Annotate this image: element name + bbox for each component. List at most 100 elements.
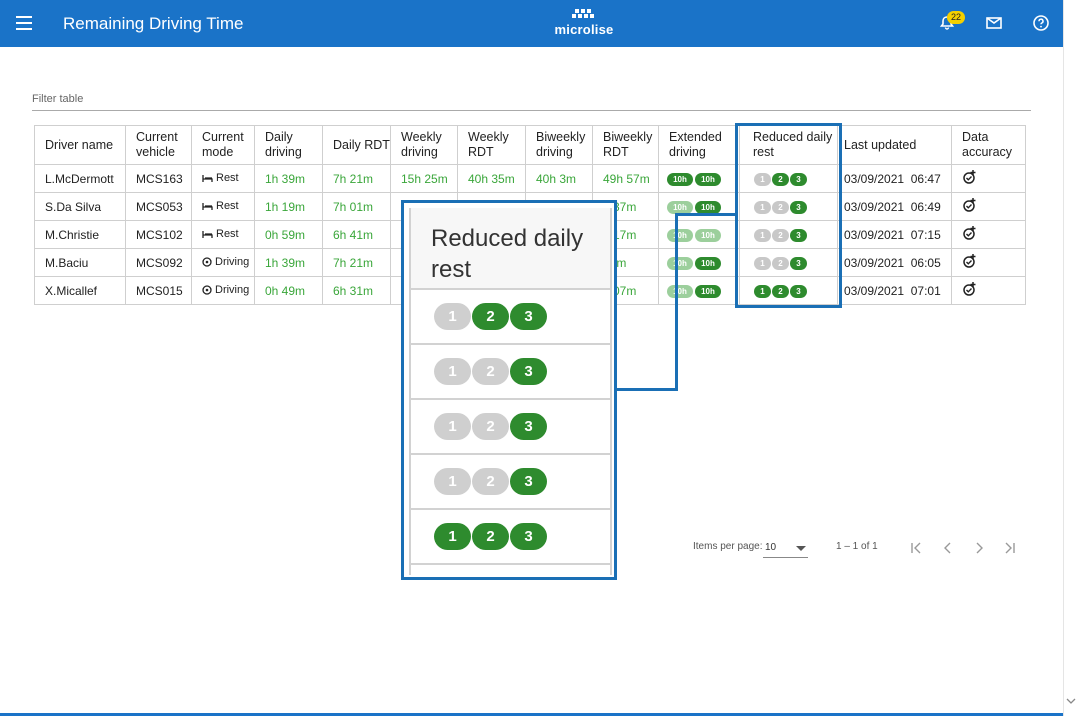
zoom-rest-counter-2: 2 — [472, 523, 509, 550]
mode-label: Rest — [216, 228, 239, 240]
extended-driving-pill: 10h — [695, 257, 721, 270]
extended-driving-pill: 10h — [695, 229, 721, 242]
driver-name-cell: M.Baciu — [34, 248, 126, 277]
data-accuracy-cell — [951, 220, 1026, 249]
extended-driving-pill: 10h — [667, 285, 693, 298]
extended-driving-pill: 10h — [667, 173, 693, 186]
data-accuracy-icon[interactable] — [962, 254, 978, 272]
daily-rdt-cell: 7h 21m — [322, 248, 391, 277]
mode-cell: Rest — [191, 192, 255, 221]
mode-cell: Driving — [191, 276, 255, 305]
app-bar: Remaining Driving Time microlise 22 — [0, 0, 1063, 47]
daily-rdt-cell: 7h 01m — [322, 192, 391, 221]
reduced-rest-counter-3: 3 — [790, 173, 807, 186]
col-header-weekly-driving[interactable]: Weekly driving — [390, 125, 458, 165]
col-header-biweekly-rdt[interactable]: Biweekly RDT — [592, 125, 659, 165]
extended-driving-pill: 10h — [695, 285, 721, 298]
data-accuracy-cell — [951, 164, 1026, 193]
data-accuracy-icon[interactable] — [962, 198, 978, 216]
daily-driving-cell: 0h 49m — [254, 276, 323, 305]
vehicle-cell: MCS102 — [125, 220, 192, 249]
mode-indicator: Driving — [202, 284, 249, 296]
zoom-rest-counter-3: 3 — [510, 523, 547, 550]
last-updated-cell: 03/09/2021 06:47 — [837, 164, 952, 193]
col-header-daily-driving[interactable]: Daily driving — [254, 125, 323, 165]
last-updated-cell: 03/09/2021 06:05 — [837, 248, 952, 277]
col-header-current-vehicle[interactable]: Current vehicle — [125, 125, 192, 165]
table-row[interactable]: L.McDermott MCS163 Rest 1h 39m 7h 21m 15h 25m… — [34, 164, 1026, 193]
logo-text: microlise — [554, 22, 614, 37]
previous-page-icon[interactable] — [941, 541, 955, 555]
mail-icon[interactable] — [984, 13, 1004, 33]
connector-line-vertical — [675, 213, 678, 391]
mode-cell: Rest — [191, 164, 255, 193]
mode-indicator: Rest — [202, 172, 239, 184]
col-header-driver-name[interactable]: Driver name — [34, 125, 126, 165]
data-accuracy-icon[interactable] — [962, 226, 978, 244]
filter-table-input[interactable]: Filter table — [32, 93, 84, 105]
microlise-logo: microlise — [553, 9, 615, 39]
col-header-daily-rdt[interactable]: Daily RDT — [322, 125, 391, 165]
extended-driving-cell: 10h 10h — [658, 248, 740, 277]
last-page-icon[interactable] — [1003, 541, 1017, 555]
reduced-rest-counter-1: 1 — [754, 285, 771, 298]
driver-name-cell: L.McDermott — [34, 164, 126, 193]
biweekly-driving-cell: 40h 3m — [525, 164, 593, 193]
items-per-page-label: Items per page: — [693, 541, 763, 552]
col-header-reduced-daily-rest[interactable]: Reduced daily rest — [739, 125, 838, 165]
logo-mark-icon — [553, 9, 615, 21]
extended-driving-pill: 10h — [695, 173, 721, 186]
col-header-last-updated[interactable]: Last updated — [837, 125, 952, 165]
weekly-rdt-cell: 40h 35m — [457, 164, 526, 193]
extended-driving-pill: 10h — [667, 257, 693, 270]
data-accuracy-icon[interactable] — [962, 170, 978, 188]
zoom-rest-counter-2: 2 — [472, 468, 509, 495]
weekly-driving-cell: 15h 25m — [390, 164, 458, 193]
vehicle-cell: MCS163 — [125, 164, 192, 193]
biweekly-rdt-cell: 49h 57m — [592, 164, 659, 193]
daily-rdt-cell: 7h 21m — [322, 164, 391, 193]
vehicle-cell: MCS053 — [125, 192, 192, 221]
page-range-label: 1 – 1 of 1 — [836, 541, 878, 552]
table-row[interactable]: S.Da Silva MCS053 Rest 1h 19m 7h 01m h 37m 10h… — [34, 192, 1026, 221]
zoom-rest-counter-2: 2 — [472, 413, 509, 440]
col-header-extended-driving[interactable]: Extended driving — [658, 125, 740, 165]
extended-driving-pill: 10h — [695, 201, 721, 214]
vertical-scrollbar[interactable] — [1063, 0, 1078, 716]
reduced-rest-counter-1: 1 — [754, 257, 771, 270]
mode-indicator: Rest — [202, 200, 239, 212]
scroll-down-chevron-icon[interactable] — [1066, 693, 1076, 704]
extended-driving-cell: 10h 10h — [658, 276, 740, 305]
steering-wheel-icon — [202, 284, 212, 295]
zoom-rest-counter-1: 1 — [434, 523, 471, 550]
reduced-rest-counter-3: 3 — [790, 257, 807, 270]
filter-underline — [32, 110, 1031, 111]
daily-rdt-cell: 6h 31m — [322, 276, 391, 305]
page-size-select[interactable]: 10 — [763, 540, 808, 558]
col-header-current-mode[interactable]: Current mode — [191, 125, 255, 165]
last-updated-cell: 03/09/2021 06:49 — [837, 192, 952, 221]
mode-indicator: Rest — [202, 228, 239, 240]
driver-name-cell: M.Christie — [34, 220, 126, 249]
col-header-weekly-rdt[interactable]: Weekly RDT — [457, 125, 526, 165]
col-header-data-accuracy[interactable]: Data accuracy — [951, 125, 1026, 165]
menu-icon[interactable] — [16, 16, 32, 30]
first-page-icon[interactable] — [909, 541, 923, 555]
reduced-rest-counter-3: 3 — [790, 201, 807, 214]
help-icon[interactable] — [1031, 13, 1051, 33]
col-header-biweekly-driving[interactable]: Biweekly driving — [525, 125, 593, 165]
extended-driving-cell: 10h 10h — [658, 164, 740, 193]
daily-driving-cell: 1h 39m — [254, 248, 323, 277]
data-accuracy-icon[interactable] — [962, 282, 978, 300]
extended-driving-pill: 10h — [667, 201, 693, 214]
reduced-rest-counter-2: 2 — [772, 285, 789, 298]
mode-label: Rest — [216, 172, 239, 184]
next-page-icon[interactable] — [972, 541, 986, 555]
reduced-rest-counter-2: 2 — [772, 229, 789, 242]
daily-driving-cell: 1h 19m — [254, 192, 323, 221]
